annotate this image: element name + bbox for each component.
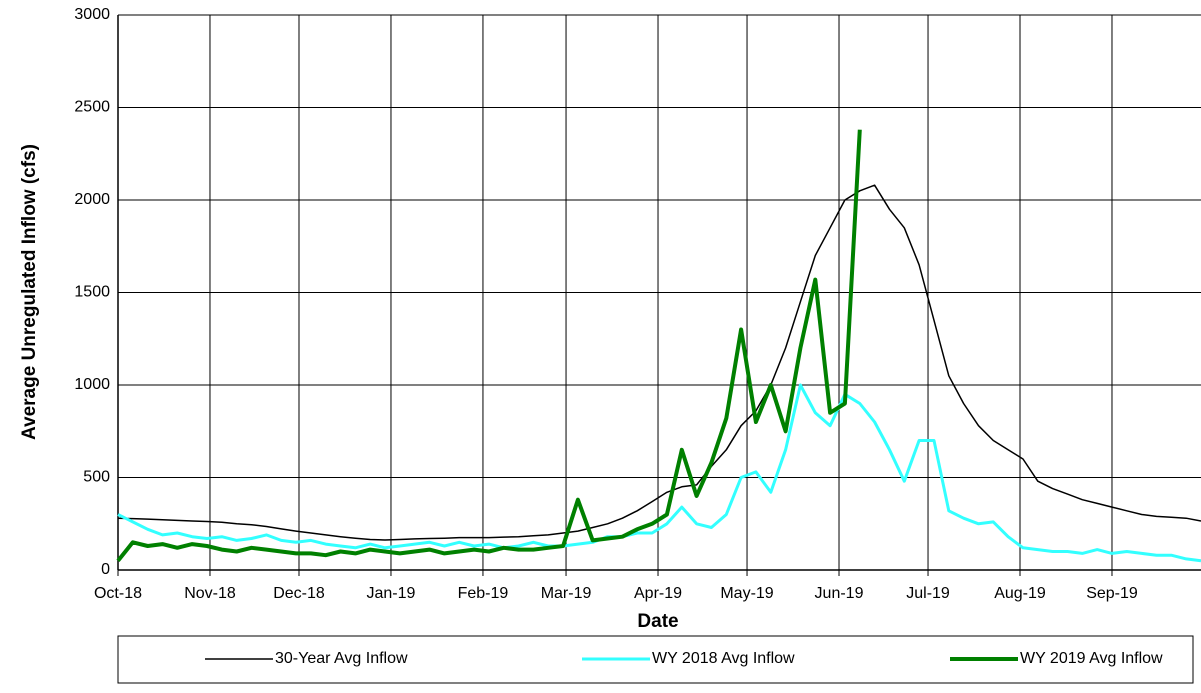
legend-label: WY 2018 Avg Inflow [652,650,795,667]
y-tick-label: 1500 [74,284,110,301]
legend-label: WY 2019 Avg Inflow [1020,650,1163,667]
x-tick-label: Sep-19 [1086,585,1138,602]
y-tick-label: 1000 [74,376,110,393]
x-tick-label: Nov-18 [184,585,236,602]
y-tick-label: 500 [83,469,110,486]
x-tick-label: Oct-18 [94,585,142,602]
x-tick-label: May-19 [720,585,773,602]
x-tick-label: Feb-19 [458,585,509,602]
x-tick-label: Mar-19 [541,585,592,602]
x-tick-label: Aug-19 [994,585,1046,602]
data-line [116,129,862,563]
x-tick-label: Jul-19 [906,585,950,602]
x-tick-label: Jan-19 [367,585,416,602]
x-tick-label: Jun-19 [815,585,864,602]
y-axis-label: Average Unregulated Inflow (cfs) [19,144,40,440]
x-tick-label: Apr-19 [634,585,682,602]
y-tick-label: 3000 [74,6,110,23]
y-tick-label: 2000 [74,191,110,208]
data-line [117,184,1201,541]
data-line [117,383,1201,563]
x-tick-label: Dec-18 [273,585,325,602]
legend-label: 30-Year Avg Inflow [275,650,408,667]
x-axis-label: Date [637,611,678,632]
y-tick-label: 2500 [74,99,110,116]
y-tick-label: 0 [101,561,110,578]
